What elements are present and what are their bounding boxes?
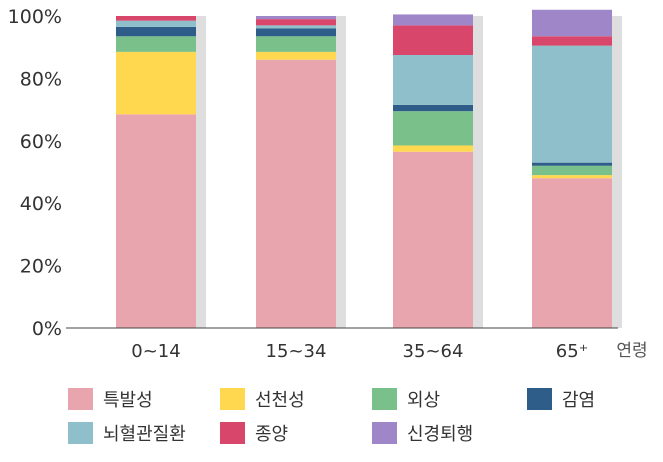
legend-swatch <box>220 388 245 410</box>
bar-segment <box>393 25 473 55</box>
bar-segment <box>532 178 612 328</box>
y-tick-label: 40% <box>20 193 62 215</box>
bar-shadow <box>612 16 622 328</box>
bar-shadows <box>196 16 622 328</box>
legend-label: 감염 <box>562 390 596 411</box>
legend-swatch <box>527 388 552 410</box>
legend-label: 신경퇴행 <box>407 424 474 445</box>
bar-segment <box>256 16 336 20</box>
x-axis-ticks: 0~14 15~34 35~64 65⁺ <box>131 341 588 362</box>
y-tick-label: 80% <box>20 68 62 90</box>
stacked-bar-chart: 0% 20% 40% 60% 80% 100% 0~14 15~34 35~64 65⁺ 연령 <box>8 6 648 362</box>
bar-segment <box>256 59 336 329</box>
y-tick-label: 20% <box>20 256 62 278</box>
bar-segment <box>256 25 336 29</box>
bar-segment <box>116 16 196 21</box>
bar-segment <box>393 55 473 105</box>
bar-segment <box>256 28 336 37</box>
bar-segment <box>532 45 612 163</box>
bars <box>116 9 612 329</box>
legend-item: 감염 <box>527 386 648 412</box>
bar-segment <box>532 9 612 37</box>
legend-label: 뇌혈관질환 <box>103 424 186 445</box>
bar-shadow <box>196 16 206 328</box>
legend-item: 뇌혈관질환 <box>68 420 220 446</box>
x-tick-label: 0~14 <box>131 341 180 362</box>
bar-segment <box>393 151 473 328</box>
y-tick-label: 100% <box>8 6 62 28</box>
y-tick-label: 0% <box>32 318 62 340</box>
x-tick-label: 65⁺ <box>556 341 588 362</box>
legend-item: 선천성 <box>220 386 372 412</box>
x-axis-label: 연령 <box>616 341 647 361</box>
bar-segment <box>393 14 473 26</box>
bar-segment <box>256 51 336 60</box>
bar-segment <box>116 36 196 52</box>
bar-segment <box>532 175 612 179</box>
bar-segment <box>116 114 196 328</box>
bar-segment <box>393 104 473 112</box>
bar-segment <box>116 20 196 27</box>
legend-label: 선천성 <box>255 390 305 411</box>
legend-label: 특발성 <box>103 390 153 411</box>
legend-label: 종양 <box>255 424 289 445</box>
y-axis-ticks: 0% 20% 40% 60% 80% 100% <box>8 6 62 340</box>
bar-segment <box>532 165 612 176</box>
bar-segment <box>393 145 473 152</box>
legend-label: 외상 <box>407 390 441 411</box>
bar-segment <box>116 26 196 37</box>
legend-item: 신경퇴행 <box>372 420 527 446</box>
bar-segment <box>532 36 612 46</box>
legend-item: 외상 <box>372 386 527 412</box>
legend-swatch <box>372 422 397 444</box>
bar-segment <box>116 51 196 115</box>
x-tick-label: 35~64 <box>403 341 464 362</box>
bar-shadow <box>336 16 346 328</box>
bar-segment <box>393 111 473 146</box>
legend-item: 종양 <box>220 420 372 446</box>
legend-swatch <box>220 422 245 444</box>
x-tick-label: 15~34 <box>266 341 327 362</box>
legend-swatch <box>372 388 397 410</box>
legend-swatch <box>68 422 93 444</box>
legend-swatch <box>68 388 93 410</box>
bar-segment <box>256 19 336 26</box>
bar-segment <box>256 36 336 52</box>
bar-segment <box>532 162 612 166</box>
y-tick-label: 60% <box>20 131 62 153</box>
legend-item: 특발성 <box>68 386 220 412</box>
bar-shadow <box>473 16 483 328</box>
